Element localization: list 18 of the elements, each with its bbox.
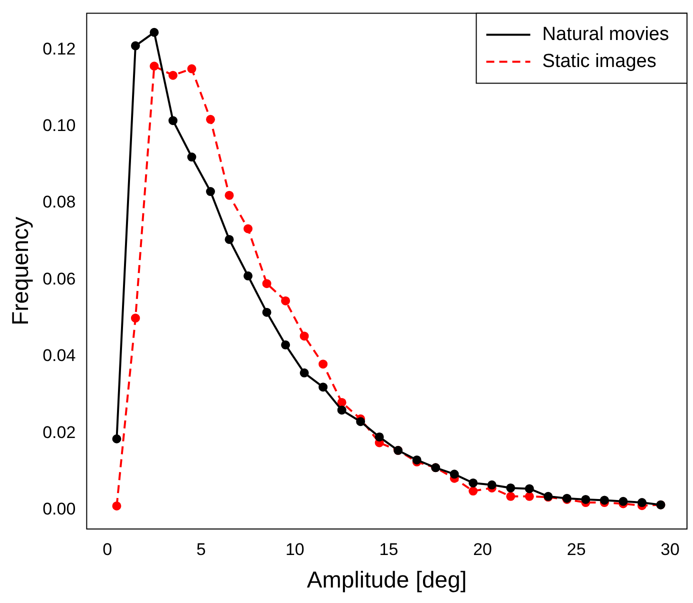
- x-tick-label: 25: [566, 540, 586, 559]
- y-axis-title: Frequency: [7, 216, 34, 326]
- y-tick-label: 0.08: [42, 192, 76, 212]
- x-tick-label: 0: [102, 540, 112, 559]
- legend-label: Natural movies: [542, 24, 670, 45]
- legend-label: Static images: [542, 50, 656, 72]
- x-tick-label: 15: [379, 540, 398, 559]
- x-tick-label: 30: [660, 540, 680, 559]
- y-tick-label: 0.00: [42, 500, 76, 519]
- y-tick-label: 0.10: [42, 116, 76, 136]
- x-tick-label: 5: [196, 540, 206, 559]
- x-tick-label: 20: [473, 540, 492, 559]
- y-tick-label: 0.02: [42, 422, 76, 442]
- y-tick-label: 0.06: [42, 269, 76, 288]
- y-tick-label: 0.04: [42, 346, 76, 366]
- y-tick-label: 0.12: [42, 39, 76, 58]
- x-tick-label: 10: [285, 540, 304, 559]
- x-axis-title: Amplitude [deg]: [306, 566, 467, 593]
